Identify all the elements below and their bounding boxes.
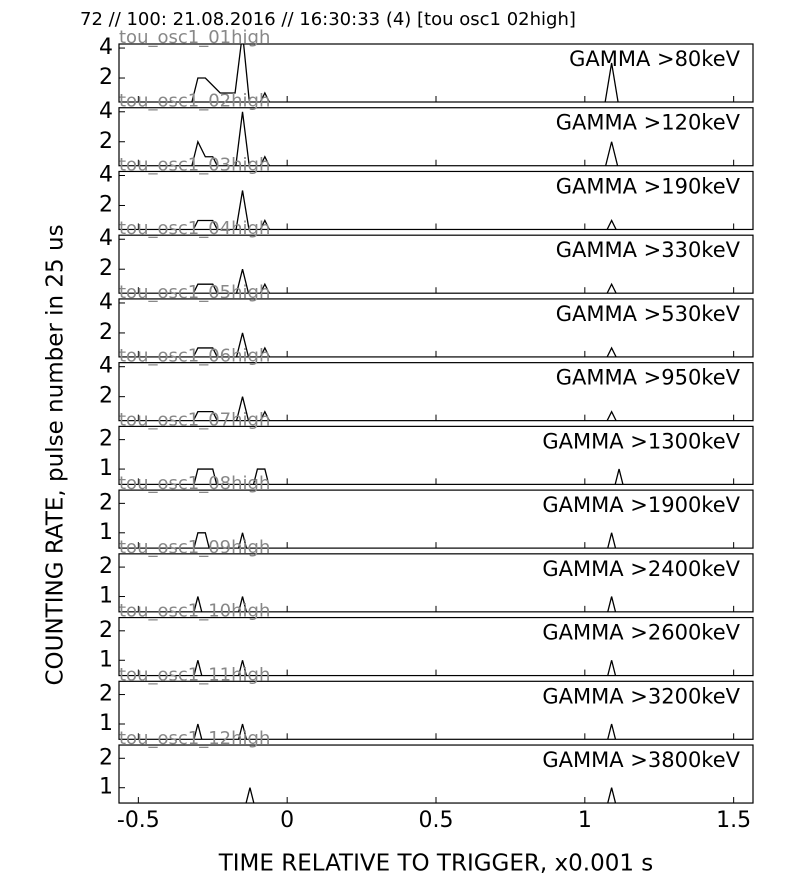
panel-label: tou_osc1_06high bbox=[119, 346, 270, 367]
y-tick-label: 2 bbox=[99, 554, 113, 579]
panel-annotation: GAMMA >190keV bbox=[556, 174, 741, 198]
panel bbox=[193, 723, 617, 740]
y-tick-label: 4 bbox=[99, 226, 113, 251]
y-tick-label: 2 bbox=[99, 745, 113, 770]
panel-annotation: GAMMA >1900keV bbox=[542, 493, 740, 517]
y-tick-label: 1 bbox=[99, 775, 113, 800]
panel-label: tou_osc1_09high bbox=[119, 537, 270, 558]
panel-label: tou_osc1_02high bbox=[119, 91, 270, 112]
y-tick-label: 2 bbox=[99, 682, 113, 707]
page-title: 72 // 100: 21.08.2016 // 16:30:33 (4) [t… bbox=[80, 9, 576, 30]
data-line bbox=[193, 723, 617, 740]
panel bbox=[192, 269, 617, 294]
y-tick-label: 2 bbox=[99, 192, 113, 217]
data-line bbox=[192, 332, 617, 357]
data-line bbox=[192, 190, 617, 230]
y-tick-label: 1 bbox=[99, 584, 113, 609]
panel-label: tou_osc1_03high bbox=[119, 154, 270, 175]
y-tick-label: 4 bbox=[99, 35, 113, 60]
panel bbox=[192, 396, 617, 421]
data-line bbox=[193, 468, 624, 485]
panel-label: tou_osc1_07high bbox=[119, 409, 270, 430]
x-tick-label: 0 bbox=[280, 808, 294, 833]
panel-annotation: GAMMA >3800keV bbox=[542, 748, 740, 772]
panel bbox=[245, 787, 617, 804]
panel-annotation: GAMMA >2600keV bbox=[542, 621, 740, 645]
data-line bbox=[245, 787, 617, 804]
panel bbox=[191, 44, 619, 102]
data-line bbox=[193, 660, 617, 676]
data-line bbox=[192, 396, 617, 421]
panel-label: tou_osc1_05high bbox=[119, 282, 270, 303]
y-tick-label: 4 bbox=[99, 99, 113, 124]
data-line bbox=[192, 269, 617, 294]
panel bbox=[193, 596, 617, 612]
y-tick-label: 2 bbox=[99, 256, 113, 281]
panel-label: tou_osc1_12high bbox=[119, 728, 270, 749]
panel-annotation: GAMMA >3200keV bbox=[542, 684, 740, 708]
y-tick-label: 1 bbox=[99, 456, 113, 481]
y-tick-label: 2 bbox=[99, 427, 113, 452]
panel bbox=[192, 190, 617, 230]
panel bbox=[191, 111, 619, 166]
panel-label: tou_osc1_08high bbox=[119, 473, 270, 494]
y-tick-label: 4 bbox=[99, 290, 113, 315]
panel-annotation: GAMMA >2400keV bbox=[542, 557, 740, 581]
panel-frame bbox=[118, 107, 754, 167]
y-tick-label: 1 bbox=[99, 520, 113, 545]
panel-annotation: GAMMA >330keV bbox=[556, 238, 741, 262]
panel-label: tou_osc1_04high bbox=[119, 218, 270, 239]
x-tick-label: 0.5 bbox=[419, 808, 454, 833]
y-axis-label: COUNTING RATE, pulse number in 25 us bbox=[43, 224, 69, 685]
x-tick-label: 1.5 bbox=[716, 808, 751, 833]
y-tick-label: 2 bbox=[99, 65, 113, 90]
panel bbox=[193, 468, 624, 485]
x-axis-label: TIME RELATIVE TO TRIGGER, x0.001 s bbox=[218, 851, 654, 877]
y-tick-label: 1 bbox=[99, 647, 113, 672]
y-tick-label: 2 bbox=[99, 490, 113, 515]
panel bbox=[193, 660, 617, 676]
panel-annotation: GAMMA >120keV bbox=[556, 111, 741, 135]
x-tick-label: 1 bbox=[578, 808, 592, 833]
panel-label: tou_osc1_01high bbox=[119, 27, 270, 48]
panel bbox=[192, 332, 617, 357]
y-tick-label: 2 bbox=[99, 384, 113, 409]
panel-label: tou_osc1_10high bbox=[119, 601, 270, 622]
panel-annotation: GAMMA >950keV bbox=[556, 366, 741, 390]
y-tick-label: 1 bbox=[99, 711, 113, 736]
panel-label: tou_osc1_11high bbox=[119, 664, 270, 685]
panel-annotation: GAMMA >80keV bbox=[569, 47, 741, 71]
y-tick-label: 4 bbox=[99, 163, 113, 188]
data-line bbox=[191, 44, 619, 102]
y-tick-label: 4 bbox=[99, 354, 113, 379]
data-line bbox=[193, 596, 617, 612]
y-tick-label: 2 bbox=[99, 618, 113, 643]
data-line bbox=[191, 111, 619, 166]
x-tick-label: -0.5 bbox=[117, 808, 160, 833]
y-tick-label: 2 bbox=[99, 320, 113, 345]
y-tick-label: 2 bbox=[99, 129, 113, 154]
panel-annotation: GAMMA >530keV bbox=[556, 302, 741, 326]
panel-annotation: GAMMA >1300keV bbox=[542, 429, 740, 453]
